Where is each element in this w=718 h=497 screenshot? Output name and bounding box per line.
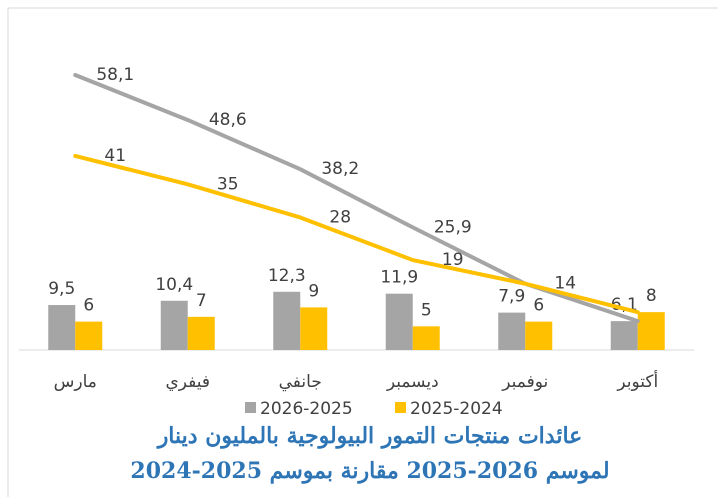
legend-swatch — [245, 402, 256, 413]
bar — [610, 321, 638, 350]
bar-label: 8 — [646, 286, 657, 306]
bar — [273, 291, 301, 350]
line-label: 35 — [217, 174, 239, 194]
legend-swatch — [395, 402, 406, 413]
bar — [525, 321, 553, 350]
line-label: 58,1 — [96, 65, 134, 85]
bar — [48, 305, 76, 350]
bar-label: 7,9 — [498, 287, 525, 307]
line-label: 19 — [442, 250, 464, 270]
legend-label: 2026-2025 — [260, 399, 353, 419]
bar — [498, 312, 526, 350]
line-label: 14 — [554, 274, 576, 294]
bar-label: 10,4 — [155, 275, 193, 295]
x-tick-label: ديسمبر — [386, 372, 439, 392]
x-tick-label: نوفمبر — [501, 372, 548, 392]
bar — [187, 316, 215, 350]
bar-label: 7 — [196, 291, 207, 311]
line-label: 28 — [329, 207, 351, 227]
chart-subtitle: لموسم 2026-2025 مقارنة بموسم 2025-2024 — [130, 458, 609, 484]
line — [73, 153, 640, 315]
bar — [160, 300, 188, 350]
chart-frame — [7, 7, 718, 497]
bar-label: 5 — [421, 300, 432, 320]
line-label: 41 — [104, 146, 126, 166]
line-label: 48,6 — [209, 110, 247, 130]
line-label: 38,2 — [321, 159, 359, 179]
bar — [300, 307, 328, 350]
x-tick-label: مارس — [54, 372, 97, 392]
bar-label: 6 — [533, 296, 544, 316]
bar-label: 6 — [83, 296, 94, 316]
legend-label: 2025-2024 — [410, 399, 503, 419]
bar — [637, 312, 665, 350]
bar-label: 12,3 — [268, 266, 306, 286]
x-tick-label: جانفي — [279, 372, 322, 392]
bar-label: 11,9 — [380, 268, 418, 288]
x-tick-label: فيفري — [165, 372, 210, 392]
line-label: 25,9 — [434, 217, 472, 237]
bar — [385, 293, 413, 350]
bar-label: 9,5 — [48, 279, 75, 299]
bar — [75, 321, 103, 350]
bar — [412, 326, 440, 350]
x-tick-label: أكتوبر — [616, 370, 658, 392]
chart-title: عائدات منتجات التمور البيولوجية بالمليون… — [156, 423, 583, 449]
bar-label: 9 — [308, 281, 319, 301]
